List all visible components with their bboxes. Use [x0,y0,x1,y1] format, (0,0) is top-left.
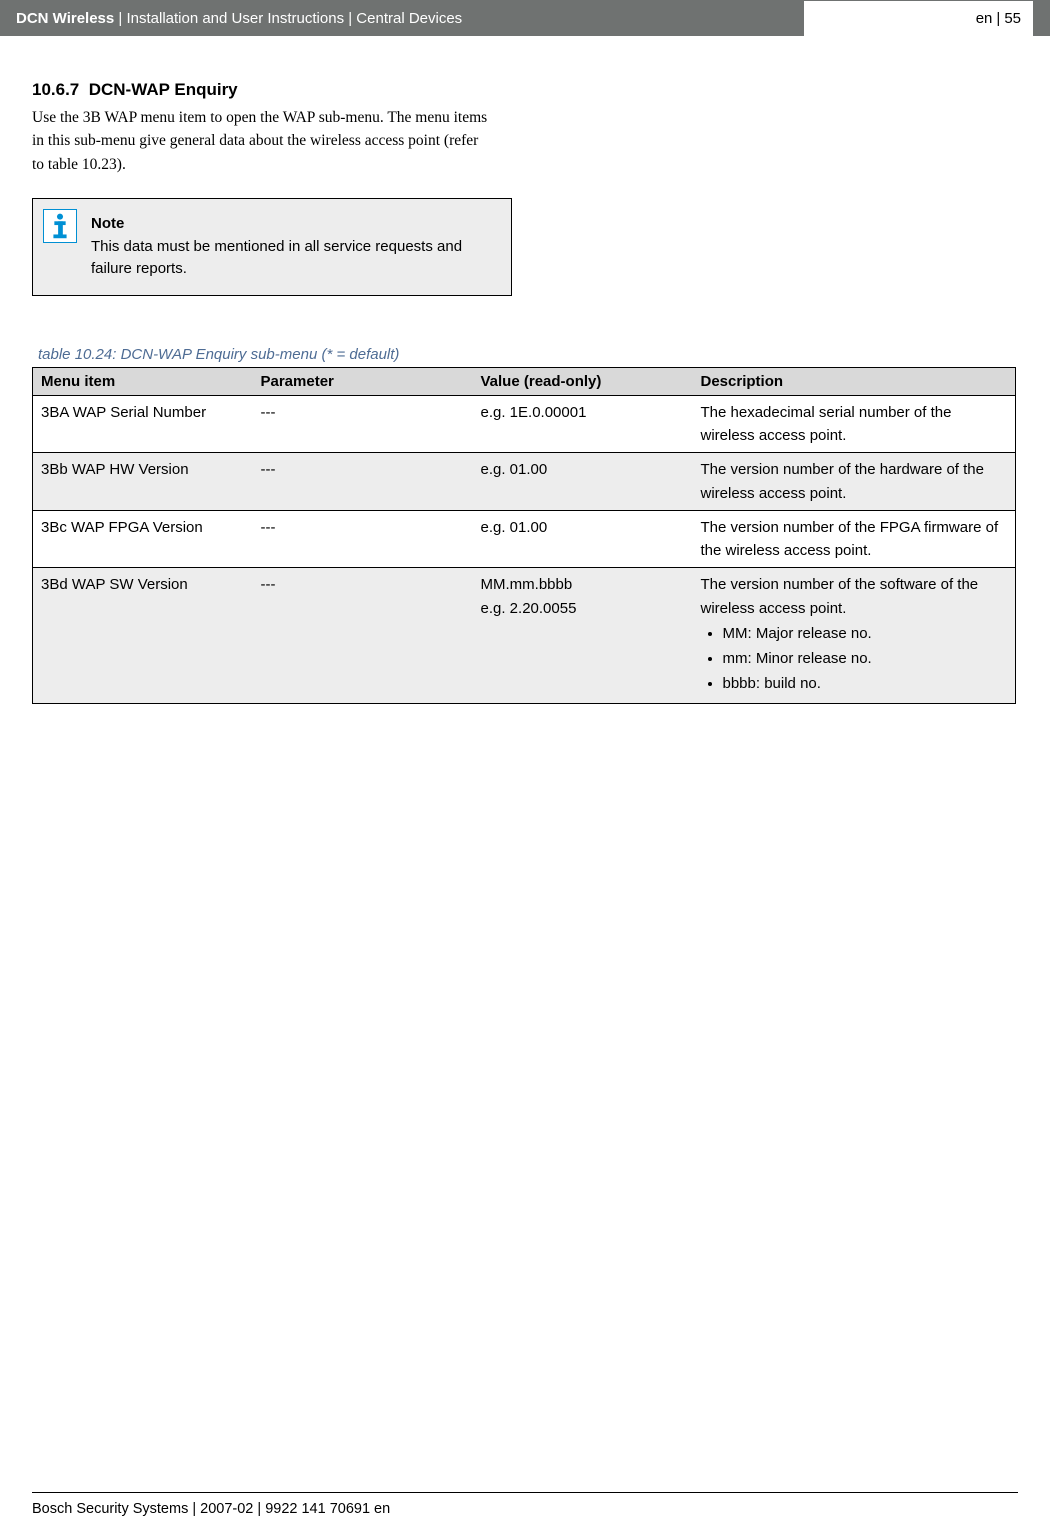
doc-subtitle: | Installation and User Instructions | C… [114,10,462,27]
table-header-row: Menu item Parameter Value (read-only) De… [33,367,1016,395]
page-footer: Bosch Security Systems | 2007-02 | 9922 … [32,1492,1018,1517]
table-row: 3Bc WAP FPGA Version---e.g. 01.00The ver… [33,510,1016,568]
header-page-number: 55 [1004,10,1021,27]
cell-parameter: --- [253,395,473,453]
note-box: Note This data must be mentioned in all … [32,198,512,296]
table-header: Value (read-only) [473,367,693,395]
table-row: 3Bb WAP HW Version---e.g. 01.00The versi… [33,453,1016,511]
section-title: DCN-WAP Enquiry [89,80,238,99]
table-header: Description [693,367,1016,395]
page-content: 10.6.7 DCN-WAP Enquiry Use the 3B WAP me… [0,36,1050,704]
doc-title: DCN Wireless [16,10,114,27]
note-icon-column [43,209,91,281]
footer-text: Bosch Security Systems | 2007-02 | 9922 … [32,1501,390,1517]
cell-parameter: --- [253,568,473,703]
enquiry-table: Menu item Parameter Value (read-only) De… [32,367,1016,704]
table-header: Parameter [253,367,473,395]
cell-description: The hexadecimal serial number of the wir… [693,395,1016,453]
cell-menu-item: 3Bb WAP HW Version [33,453,253,511]
table-row: 3BA WAP Serial Number---e.g. 1E.0.00001T… [33,395,1016,453]
note-text: Note This data must be mentioned in all … [91,209,499,281]
cell-parameter: --- [253,453,473,511]
note-title: Note [91,215,499,232]
header-lang: en [976,10,993,27]
note-body: This data must be mentioned in all servi… [91,236,499,281]
page-header: DCN Wireless | Installation and User Ins… [0,0,1050,36]
cell-value: MM.mm.bbbbe.g. 2.20.0055 [473,568,693,703]
header-separator: | [996,10,1000,27]
cell-description: The version number of the FPGA firmware … [693,510,1016,568]
bullet-item: MM: Major release no. [723,622,1008,645]
section-heading: 10.6.7 DCN-WAP Enquiry [32,80,1018,100]
cell-value: e.g. 01.00 [473,510,693,568]
section-intro: Use the 3B WAP menu item to open the WAP… [32,106,492,176]
section-number: 10.6.7 [32,80,79,99]
cell-menu-item: 3BA WAP Serial Number [33,395,253,453]
cell-menu-item: 3Bd WAP SW Version [33,568,253,703]
bullet-item: mm: Minor release no. [723,647,1008,670]
cell-description: The version number of the hardware of th… [693,453,1016,511]
cell-value: e.g. 1E.0.00001 [473,395,693,453]
info-icon [43,209,77,243]
bullet-item: bbbb: build no. [723,672,1008,695]
description-bullets: MM: Major release no.mm: Minor release n… [701,622,1008,696]
table-row: 3Bd WAP SW Version---MM.mm.bbbbe.g. 2.20… [33,568,1016,703]
cell-value: e.g. 01.00 [473,453,693,511]
table-caption: table 10.24: DCN-WAP Enquiry sub-menu (*… [32,346,1018,363]
header-right: en | 55 [804,0,1034,36]
cell-parameter: --- [253,510,473,568]
header-left: DCN Wireless | Installation and User Ins… [0,10,462,27]
cell-description: The version number of the software of th… [693,568,1016,703]
table-header: Menu item [33,367,253,395]
cell-menu-item: 3Bc WAP FPGA Version [33,510,253,568]
